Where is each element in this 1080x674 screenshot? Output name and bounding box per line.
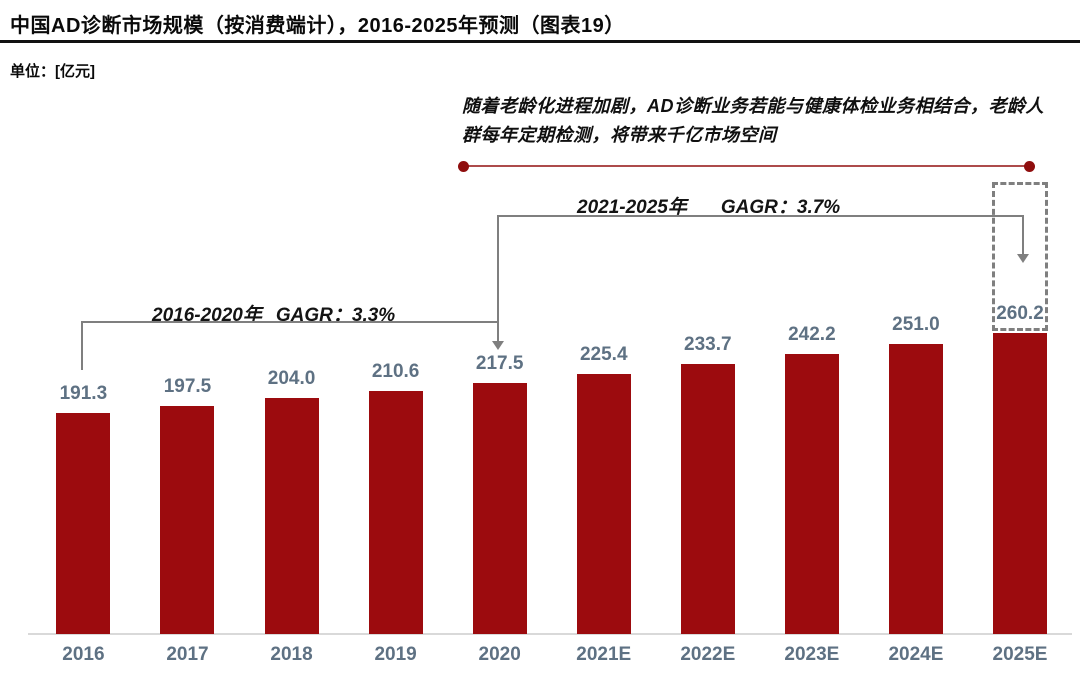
x-axis-label-2021E: 2021E [576, 644, 632, 665]
bar-2020 [472, 383, 527, 634]
annotation-line [463, 165, 1029, 167]
x-axis-label-2022E: 2022E [680, 644, 736, 665]
x-axis-label-2018: 2018 [270, 644, 313, 665]
cagr-label-2016-2020: 2016-2020年 GAGR：3.3% [152, 300, 395, 327]
annotation-line-left-dot [458, 161, 469, 172]
x-axis-line [28, 633, 1072, 635]
arrow-to-2025-icon [1017, 254, 1029, 263]
annotation-line-right-dot [1024, 161, 1035, 172]
x-axis-label-2023E: 2023E [784, 644, 840, 665]
bar-2017 [160, 406, 215, 634]
annotation-text: 随着老龄化进程加剧，AD诊断业务若能与健康体检业务相结合，老龄人群每年定期检测，… [462, 96, 1044, 145]
x-axis-label-2016: 2016 [62, 644, 105, 665]
bracket-shared-vertical [497, 215, 499, 342]
cagr-value-2021-2025: GAGR：3.7% [720, 197, 841, 218]
bar-2019 [368, 391, 423, 634]
cagr-period-2016-2020: 2016-2020年 [152, 305, 262, 326]
bar-2016 [56, 413, 111, 634]
bar-value-label-2020: 217.5 [475, 353, 524, 374]
bar-value-label-2023E: 242.2 [788, 324, 836, 345]
bar-2021E [576, 374, 631, 634]
x-axis-label-2025E: 2025E [992, 644, 1048, 665]
bracket-2016-2020-left-vertical [81, 321, 83, 370]
bar-2023E [784, 354, 839, 634]
unit-label: 单位：[亿元] [10, 63, 95, 80]
bar-2018 [264, 398, 319, 634]
cagr-period-2021-2025: 2021-2025年 [577, 197, 687, 218]
bar-2025E [993, 333, 1048, 634]
bar-value-label-2018: 204.0 [267, 368, 316, 389]
x-axis-label-2019: 2019 [374, 644, 417, 665]
bar-value-label-2022E: 233.7 [684, 334, 732, 355]
bracket-2021-2025-right-vertical [1022, 215, 1024, 255]
x-axis-label-2024E: 2024E [888, 644, 944, 665]
arrow-to-2020-icon [492, 341, 504, 350]
chart-title: 中国AD诊断市场规模（按消费端计），2016-2025年预测（图表19） [10, 15, 625, 37]
cagr-value-2016-2020: GAGR：3.3% [275, 305, 396, 326]
cagr-label-2021-2025: 2021-2025年 GAGR：3.7% [577, 192, 840, 219]
highlight-dashed-box-2025 [992, 182, 1048, 331]
x-axis-label-2017: 2017 [166, 644, 209, 665]
bar-value-label-2021E: 225.4 [579, 344, 628, 365]
bar-value-label-2017: 197.5 [163, 376, 212, 397]
bar-value-label-2024E: 251.0 [892, 314, 940, 335]
bar-value-label-2019: 210.6 [371, 361, 420, 382]
title-underline [0, 40, 1080, 43]
bar-value-label-2016: 191.3 [59, 383, 108, 404]
x-axis-label-2020: 2020 [478, 644, 521, 665]
bar-2024E [888, 344, 943, 634]
bar-value-label-2025E: 260.2 [996, 303, 1044, 324]
bracket-2021-2025-horizontal [497, 215, 1024, 217]
bracket-2016-2020-horizontal [81, 321, 498, 323]
bar-2022E [680, 364, 735, 634]
